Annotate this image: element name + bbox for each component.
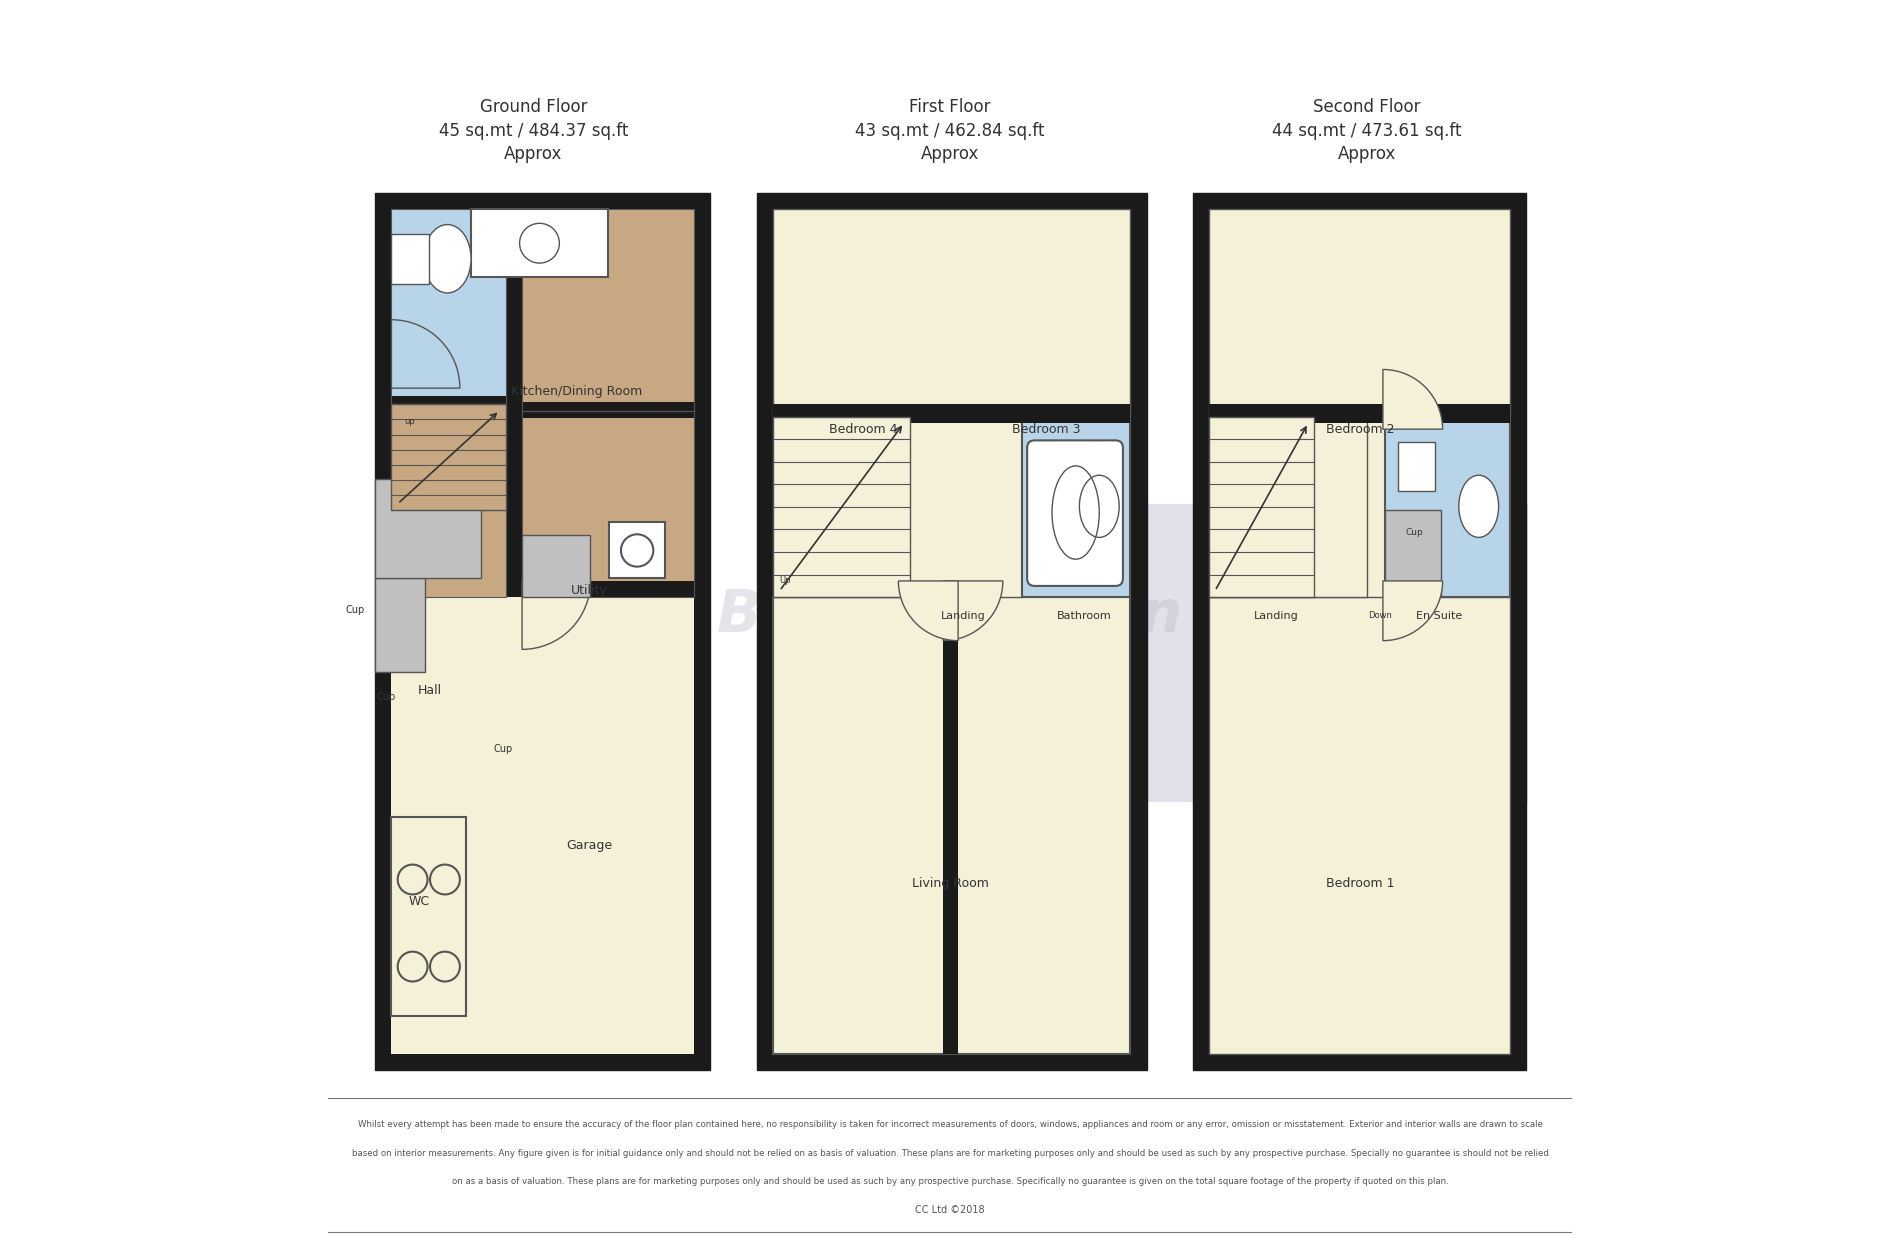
Bar: [522, 402, 694, 418]
Bar: [1193, 193, 1526, 1070]
Text: Garage: Garage: [566, 840, 612, 852]
Bar: [1022, 417, 1130, 597]
Bar: [505, 209, 522, 597]
Wedge shape: [942, 581, 1003, 641]
Text: Utility: Utility: [570, 585, 608, 597]
Ellipse shape: [1459, 475, 1499, 537]
Text: Bedroom 4: Bedroom 4: [828, 423, 897, 435]
Wedge shape: [899, 581, 958, 641]
Text: based on interior measurements. Any figure given is for initial guidance only an: based on interior measurements. Any figu…: [352, 1148, 1548, 1158]
Bar: [1208, 209, 1511, 1054]
Bar: [1208, 209, 1511, 417]
Bar: [773, 404, 1130, 423]
Bar: [773, 417, 910, 597]
Bar: [1398, 442, 1434, 491]
Bar: [950, 597, 1130, 1054]
Bar: [522, 209, 694, 411]
Text: BuckleyBrown: BuckleyBrown: [716, 587, 1184, 644]
Text: Cup: Cup: [346, 605, 365, 615]
Bar: [1385, 510, 1442, 597]
Bar: [942, 597, 958, 1054]
Bar: [391, 396, 505, 412]
Bar: [522, 209, 694, 411]
Text: Second Floor
44 sq.mt / 473.61 sq.ft
Approx: Second Floor 44 sq.mt / 473.61 sq.ft App…: [1271, 98, 1461, 163]
Bar: [522, 411, 694, 597]
Bar: [773, 417, 1022, 597]
Bar: [758, 193, 1146, 1070]
Wedge shape: [391, 320, 460, 388]
Ellipse shape: [1079, 475, 1119, 537]
Bar: [1208, 597, 1511, 1054]
Bar: [773, 209, 1130, 417]
Bar: [773, 209, 1130, 1054]
Text: Landing: Landing: [1254, 611, 1298, 621]
Text: Whilst every attempt has been made to ensure the accuracy of the floor plan cont: Whilst every attempt has been made to en…: [357, 1120, 1543, 1130]
Text: WC: WC: [408, 896, 429, 908]
Text: CC Ltd ©2018: CC Ltd ©2018: [916, 1205, 984, 1215]
Text: Bedroom 1: Bedroom 1: [1326, 877, 1395, 889]
Bar: [391, 404, 505, 597]
Bar: [391, 209, 694, 1054]
Text: Cup: Cup: [376, 692, 395, 702]
Bar: [1208, 417, 1366, 597]
Bar: [522, 535, 591, 597]
Text: Bathroom: Bathroom: [1056, 611, 1112, 621]
Bar: [610, 522, 665, 578]
Text: ESTATE AGENTS: ESTATE AGENTS: [826, 664, 1074, 692]
Bar: [471, 209, 608, 277]
Wedge shape: [1383, 369, 1442, 429]
Text: Cup: Cup: [494, 744, 513, 754]
Bar: [1208, 404, 1511, 423]
Text: Living Room: Living Room: [912, 877, 988, 889]
Text: Cup: Cup: [1406, 527, 1423, 537]
Bar: [1385, 417, 1510, 597]
Bar: [391, 404, 505, 597]
Text: Bedroom 2: Bedroom 2: [1326, 423, 1395, 435]
Bar: [758, 504, 1528, 802]
Text: First Floor
43 sq.mt / 462.84 sq.ft
Approx: First Floor 43 sq.mt / 462.84 sq.ft Appr…: [855, 98, 1045, 163]
Bar: [1208, 417, 1315, 597]
Wedge shape: [1383, 581, 1442, 641]
Text: Ground Floor
45 sq.mt / 484.37 sq.ft
Approx: Ground Floor 45 sq.mt / 484.37 sq.ft App…: [439, 98, 627, 163]
Bar: [391, 209, 505, 404]
Text: on as a basis of valuation. These plans are for marketing purposes only and shou: on as a basis of valuation. These plans …: [452, 1177, 1448, 1187]
Bar: [773, 597, 950, 1054]
Text: Bedroom 3: Bedroom 3: [1011, 423, 1079, 435]
Bar: [376, 578, 426, 672]
Bar: [522, 411, 694, 597]
Ellipse shape: [424, 224, 471, 294]
Text: En Suite: En Suite: [1416, 611, 1461, 621]
Bar: [376, 479, 481, 578]
Wedge shape: [522, 581, 591, 649]
Bar: [391, 404, 505, 510]
Text: Hall: Hall: [418, 684, 443, 697]
FancyBboxPatch shape: [1028, 440, 1123, 586]
Text: Up: Up: [779, 576, 790, 585]
Bar: [391, 817, 466, 1016]
Bar: [391, 209, 505, 404]
Bar: [391, 234, 429, 284]
Text: Landing: Landing: [940, 611, 986, 621]
Bar: [376, 193, 711, 1070]
Bar: [505, 581, 694, 597]
Text: Down: Down: [1368, 611, 1393, 621]
Text: up: up: [405, 417, 414, 425]
Text: Kitchen/Dining Room: Kitchen/Dining Room: [511, 386, 642, 398]
